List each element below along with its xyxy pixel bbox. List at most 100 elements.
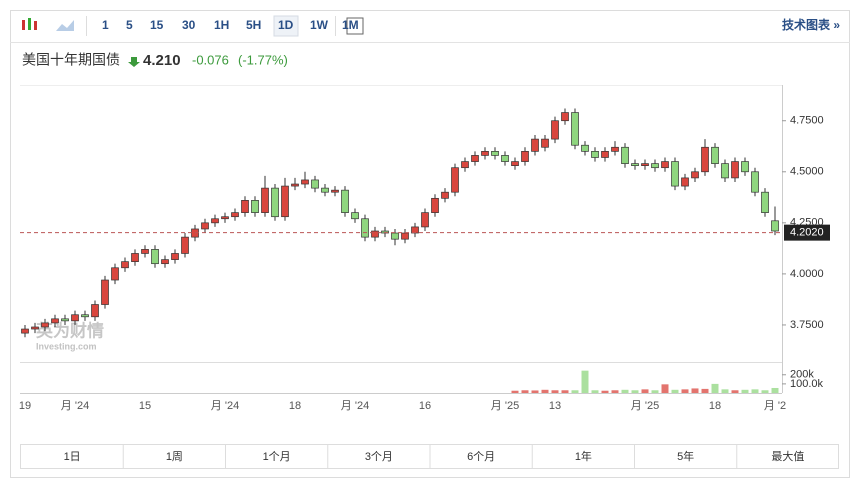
down-arrow (128, 57, 140, 67)
candle-body (341, 189, 349, 213)
interval-button[interactable]: 1W (310, 18, 329, 32)
y-tick-label: 4.7500 (790, 115, 824, 127)
current-price-label: 4.2020 (790, 227, 824, 239)
candle-body (271, 187, 279, 218)
candle-body (71, 314, 79, 322)
volume-bar (771, 387, 779, 393)
candle-body (531, 138, 539, 152)
interval-button[interactable]: 1M (342, 18, 359, 32)
x-tick-label: 15 (139, 400, 151, 412)
candle-body (431, 197, 439, 213)
watermark-brand: 英为财情 (36, 320, 104, 340)
candle-body (21, 328, 29, 334)
candle-body (711, 146, 719, 164)
volume-bar (551, 390, 559, 393)
candle-body (231, 212, 239, 218)
candle-body (61, 318, 69, 322)
watermark-site: Investing.com (36, 341, 97, 351)
candle-body (161, 259, 169, 265)
candle-body (241, 200, 249, 213)
candle-body (521, 151, 529, 162)
candle-body (701, 146, 709, 173)
candle-body (211, 218, 219, 224)
candle-body (391, 232, 399, 240)
y2-tick-label: 200k (790, 369, 814, 381)
area-icon[interactable] (56, 20, 74, 31)
volume-bar (731, 390, 739, 393)
range-button[interactable]: 1年 (575, 449, 592, 463)
volume-bar (591, 390, 599, 393)
candle-body (261, 187, 269, 213)
candle-body (171, 253, 179, 260)
interval-button[interactable]: 5 (126, 18, 133, 32)
interval-button[interactable]: 15 (150, 18, 164, 32)
candle-body (561, 112, 569, 122)
y2-tick-label: 100.0k (790, 378, 824, 390)
x-tick-label: 13 (549, 400, 561, 412)
price: 4.210 (143, 52, 181, 69)
candle-body (671, 161, 679, 187)
x-tick-label: 月 '24 (61, 400, 89, 412)
candle-body (221, 216, 229, 220)
interval-selected[interactable] (273, 15, 299, 37)
candle-body (461, 161, 469, 169)
volume-bar (761, 390, 769, 393)
range-button[interactable]: 6个月 (467, 450, 495, 463)
range-button[interactable]: 1周 (166, 450, 183, 463)
candle-body (491, 151, 499, 156)
candle-body (131, 253, 139, 262)
candle-body (351, 212, 359, 220)
candle-body (631, 163, 639, 167)
candle-body (281, 185, 289, 218)
candle-body (121, 261, 129, 269)
candle-body (51, 318, 59, 324)
candle-body (251, 200, 259, 213)
range-button[interactable]: 5年 (677, 449, 694, 463)
range-button[interactable]: 1日 (64, 451, 81, 463)
candle-body (591, 151, 599, 158)
candle-body (691, 171, 699, 179)
interval-button[interactable]: 1 (102, 18, 109, 32)
x-tick-label: 月 '24 (341, 400, 369, 412)
candle-icon[interactable] (22, 18, 37, 30)
volume-bar (661, 384, 669, 393)
volume-bar (751, 389, 759, 393)
volume-bar (621, 389, 629, 393)
candle-body (751, 171, 759, 193)
interval-button[interactable]: 5H (246, 18, 261, 32)
candle-body (311, 179, 319, 189)
x-tick-label: 16 (419, 400, 431, 412)
candle-body (551, 120, 559, 140)
interval-button[interactable]: 1D (278, 18, 294, 32)
candle-body (651, 163, 659, 169)
candle-body (91, 304, 99, 318)
candle-body (401, 232, 409, 240)
candle-body (31, 326, 39, 330)
candle-body (361, 218, 369, 238)
tech-chart-link[interactable]: 技术图表 » (782, 17, 840, 32)
range-button[interactable]: 3个月 (365, 450, 393, 463)
range-button[interactable]: 最大值 (771, 449, 804, 463)
candle-body (441, 191, 449, 199)
change: -0.076 (192, 52, 229, 67)
candle-body (81, 314, 89, 318)
y-tick-label: 3.7500 (790, 319, 824, 331)
table-icon[interactable] (346, 17, 364, 35)
interval-button[interactable]: 30 (182, 18, 196, 32)
candle-body (761, 191, 769, 213)
candle-body (621, 146, 629, 164)
candle-body (641, 163, 649, 167)
volume-bar (531, 390, 539, 393)
candle-body (301, 179, 309, 185)
candle-body (481, 151, 489, 156)
range-button[interactable]: 1个月 (263, 450, 291, 463)
candle-body (601, 151, 609, 158)
interval-button[interactable]: 1H (214, 18, 229, 32)
x-tick-label: 18 (289, 400, 301, 412)
instrument-name: 美国十年期国债 (22, 52, 120, 68)
candle-body (331, 189, 339, 193)
x-tick-label: 月 '2 (764, 400, 786, 412)
candle-body (201, 222, 209, 230)
candle-body (571, 112, 579, 146)
candle-body (451, 167, 459, 193)
